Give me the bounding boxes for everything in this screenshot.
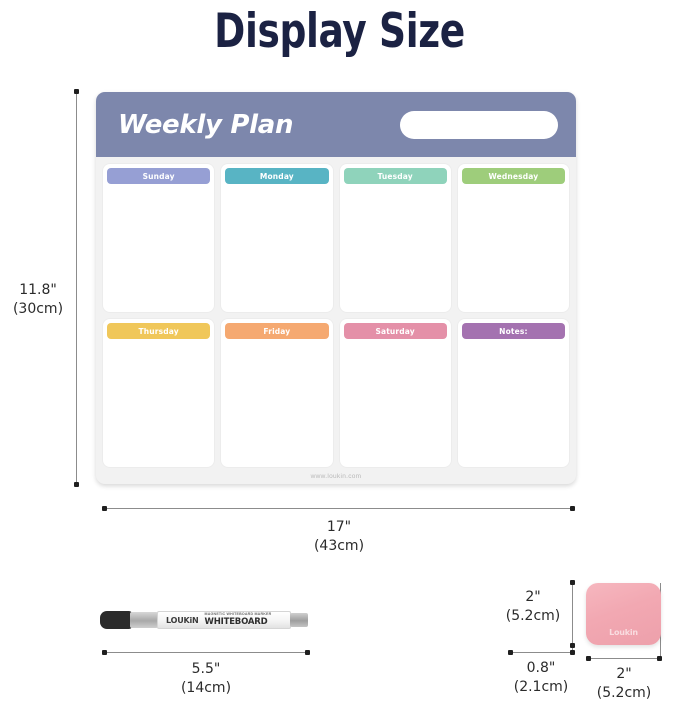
dimension-label-eraser-thickness: 0.8" (2.1cm) — [495, 659, 587, 697]
day-tab-label: Notes: — [499, 326, 528, 336]
day-tab-label: Sunday — [142, 171, 175, 181]
day-tab-thursday: Thursday — [107, 323, 211, 339]
dimension-endpoint-dot — [570, 650, 575, 655]
day-tab-label: Monday — [259, 171, 294, 181]
day-tab-saturday: Saturday — [343, 323, 447, 339]
whiteboard-header: Weekly Plan — [96, 92, 576, 157]
dimension-endpoint-dot — [586, 656, 591, 661]
dimension-line-eraser-thickness — [510, 652, 572, 653]
dimension-label-board-width: 17" (43cm) — [289, 518, 389, 556]
marker-barrel: LOUKiN MAGNETIC WHITEBOARD MARKER WHITEB… — [157, 611, 291, 629]
watermark-url: www.loukin.com — [310, 473, 362, 480]
dimension-endpoint-dot — [570, 643, 575, 648]
marker-text-stack: MAGNETIC WHITEBOARD MARKER WHITEBOARD — [205, 613, 272, 626]
weekly-grid: Sunday Monday Tuesday Wednesday — [96, 157, 576, 484]
day-tab-label: Saturday — [375, 326, 415, 336]
day-cell-wednesday: Wednesday — [457, 164, 569, 312]
whiteboard-title: Weekly Plan — [118, 109, 294, 140]
dimension-endpoint-dot — [305, 650, 310, 655]
dimension-line-board-height — [76, 92, 77, 484]
dimension-value-metric: (30cm) — [12, 301, 64, 317]
page-title: Display Size — [214, 4, 465, 59]
date-field-pill — [400, 110, 558, 139]
marker-pen-product-image: LOUKiN MAGNETIC WHITEBOARD MARKER WHITEB… — [100, 607, 308, 633]
day-tab-wednesday: Wednesday — [461, 168, 565, 184]
dimension-endpoint-dot — [657, 656, 662, 661]
eraser-brand-label: Loukin — [609, 628, 638, 637]
marker-collar — [130, 612, 158, 628]
marker-product-label: WHITEBOARD — [204, 617, 268, 628]
dimension-endpoint-dot — [570, 506, 575, 511]
dimension-endpoint-dot — [508, 650, 513, 655]
dimension-value-imperial: 17" — [326, 519, 352, 535]
dimension-value-imperial: 5.5" — [191, 661, 221, 677]
marker-subtitle-label: MAGNETIC WHITEBOARD MARKER — [204, 612, 272, 617]
day-cell-saturday: Saturday — [339, 319, 451, 467]
dimension-endpoint-dot — [102, 650, 107, 655]
dimension-value-metric: (5.2cm) — [505, 608, 561, 624]
day-tab-notes: Notes: — [461, 323, 565, 339]
dimension-value-metric: (2.1cm) — [513, 679, 569, 695]
dimension-line-eraser-height — [572, 583, 573, 645]
dimension-value-imperial: 0.8" — [526, 660, 556, 676]
whiteboard-product-image: Weekly Plan Sunday Monday Tuesday — [96, 92, 576, 484]
dimension-endpoint-dot — [74, 89, 79, 94]
marker-brand-label: LOUKiN — [166, 615, 199, 625]
day-tab-label: Thursday — [138, 326, 179, 336]
day-tab-label: Friday — [263, 326, 291, 336]
dimension-value-imperial: 2" — [616, 666, 632, 682]
dimension-label-pen-length: 5.5" (14cm) — [156, 660, 256, 698]
dimension-endpoint-dot — [102, 506, 107, 511]
dimension-line-eraser-width — [588, 658, 660, 659]
day-tab-label: Tuesday — [377, 171, 413, 181]
day-cell-sunday: Sunday — [103, 164, 215, 312]
grid-row: Thursday Friday Saturday Notes: — [103, 319, 569, 467]
dimension-endpoint-dot — [74, 482, 79, 487]
day-cell-thursday: Thursday — [103, 319, 215, 467]
dimension-value-metric: (5.2cm) — [596, 685, 652, 701]
dimension-value-imperial: 2" — [525, 589, 541, 605]
dimension-value-metric: (43cm) — [313, 538, 365, 554]
grid-row: Sunday Monday Tuesday Wednesday — [103, 164, 569, 312]
day-tab-friday: Friday — [225, 323, 329, 339]
day-tab-monday: Monday — [225, 168, 329, 184]
dimension-value-metric: (14cm) — [180, 680, 232, 696]
day-cell-monday: Monday — [221, 164, 333, 312]
day-tab-tuesday: Tuesday — [343, 168, 447, 184]
dimension-label-board-height: 11.8" (30cm) — [0, 281, 76, 319]
day-tab-label: Wednesday — [488, 171, 539, 181]
dimension-value-imperial: 11.8" — [19, 282, 57, 298]
dimension-line-board-width — [104, 508, 574, 509]
day-cell-friday: Friday — [221, 319, 333, 467]
marker-tip — [290, 613, 308, 627]
day-cell-notes: Notes: — [457, 319, 569, 467]
marker-eraser-cap — [100, 611, 132, 629]
dimension-label-eraser-width: 2" (5.2cm) — [578, 665, 670, 703]
day-cell-tuesday: Tuesday — [339, 164, 451, 312]
day-tab-sunday: Sunday — [107, 168, 211, 184]
dimension-line-pen-length — [104, 652, 309, 653]
dimension-endpoint-dot — [570, 580, 575, 585]
eraser-product-image: Loukin — [586, 583, 661, 645]
dimension-label-eraser-height: 2" (5.2cm) — [496, 588, 570, 626]
